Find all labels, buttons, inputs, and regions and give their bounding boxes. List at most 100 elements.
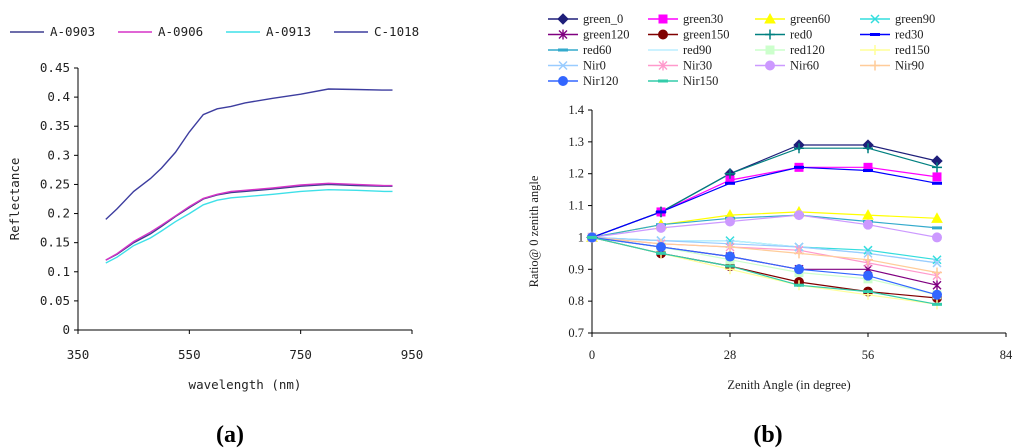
legend-marker [558,29,568,40]
y-tick-label: 0.7 [568,326,584,340]
legend-label: Nir120 [583,74,618,88]
legend-marker [870,60,880,71]
series-point-green30 [932,172,942,182]
legend-label: A-0903 [50,24,95,39]
series-point-nir120 [656,241,666,252]
legend-label: green150 [683,28,730,42]
y-tick-label: 0.05 [40,293,70,308]
series-point-nir60 [656,222,666,233]
series-point-red0 [863,143,873,154]
series-point-nir90 [863,254,873,265]
series-point-nir60 [794,210,804,221]
series-point-nir90 [794,248,804,259]
panel-label-b: (b) [753,422,782,448]
legend-label: red60 [583,43,611,57]
legend-marker [765,29,775,40]
legend-marker [558,76,568,86]
y-tick-label: 1.4 [568,103,584,117]
series-point-nir60 [863,219,873,230]
x-axis-title: wavelength (nm) [189,377,302,392]
x-tick-label: 350 [67,347,90,362]
series-point-red0 [725,168,735,179]
legend-label: green_0 [583,12,623,26]
y-tick-label: 0.45 [40,60,70,75]
series-line-c-1018 [105,88,393,220]
y-tick-label: 1.3 [568,135,584,149]
legend-label: red0 [790,28,812,42]
series-line-red30 [591,166,938,238]
series-line-green150 [591,236,938,299]
legend-label: C-1018 [374,24,419,39]
legend-marker [870,45,880,55]
series-point-nir0 [863,248,873,258]
x-tick-label: 550 [178,347,201,362]
legend-label: red150 [895,43,930,57]
series-line-green60 [591,211,938,238]
x-tick-label: 28 [724,348,737,362]
series-line-nir0 [591,236,938,264]
series-point-nir90 [932,267,942,278]
y-tick-label: 0.2 [47,206,70,221]
y-tick-label: 0.4 [47,89,70,104]
series-point-green90 [725,236,735,246]
series-point-nir60 [725,216,735,227]
series-point-red0 [932,162,942,173]
y-tick-label: 0.9 [568,262,584,276]
x-tick-label: 56 [862,348,875,362]
series-point-green90 [932,255,942,265]
y-tick-label: 0.1 [47,264,70,279]
y-tick-label: 0.8 [568,294,584,308]
chart-a: 0 0.05 0.1 0.15 0.2 0.25 0.3 0.35 0.4 0.45 350 550 7… [7,24,423,392]
legend-marker [658,29,668,40]
series-line-green30 [591,166,938,238]
legend-label: Nir150 [683,74,718,88]
y-tick-label: 0.35 [40,118,70,133]
series-line-red0 [591,147,938,238]
series-point-nir0 [932,258,942,268]
series-point-nir120 [863,270,873,281]
legend-label: green90 [895,12,935,26]
series-point-nir120 [932,289,942,300]
series-point-nir90 [725,241,735,252]
legend-label: red120 [790,43,825,57]
series-point-green90 [863,245,873,255]
chart-b: 0.7 0.8 0.9 1 1.1 1.2 1.3 1.4 0 28 56 84 Zenith Angl… [527,12,1013,392]
series-point-green60 [862,209,874,220]
y-tick-label: 1 [578,230,584,244]
x-axis-title: Zenith Angle (in degree) [727,378,850,392]
legend-label: Nir30 [683,59,712,73]
series-line-nir150 [591,236,938,305]
series-line-nir30 [591,236,938,277]
y-tick-label: 0.25 [40,176,70,191]
y-tick-label: 1.1 [568,199,584,213]
legend-marker [765,60,775,71]
legend-marker [557,13,569,25]
legend-marker [558,60,568,71]
legend-marker [765,45,775,55]
series-line-a-0906 [105,182,393,261]
x-tick-label: 950 [401,347,424,362]
y-axis-title: Reflectance [7,158,22,241]
legend-label: green60 [790,12,830,26]
series-point-nir120 [725,251,735,262]
series-point-nir60 [932,232,942,243]
legend-label: Nir0 [583,59,606,73]
y-tick-label: 1.2 [568,167,584,181]
y-tick-label: 0 [62,322,70,337]
x-tick-label: 84 [1000,348,1013,362]
legend-label: green30 [683,12,723,26]
series-point-red0 [794,143,804,154]
series-point-green120 [932,280,942,291]
series-point-green60 [931,212,943,223]
legend-marker [658,14,668,24]
series-line-nir120 [591,236,938,296]
series-line-a-0913 [105,188,393,264]
legend-label: Nir60 [790,59,819,73]
legend-label: green120 [583,28,630,42]
series-line-nir90 [591,236,938,274]
series-line-nir60 [591,214,938,238]
y-axis-title: Ratio@ 0 zenith angle [527,175,541,287]
legend-label: Nir90 [895,59,924,73]
series-line-red60 [591,214,938,238]
